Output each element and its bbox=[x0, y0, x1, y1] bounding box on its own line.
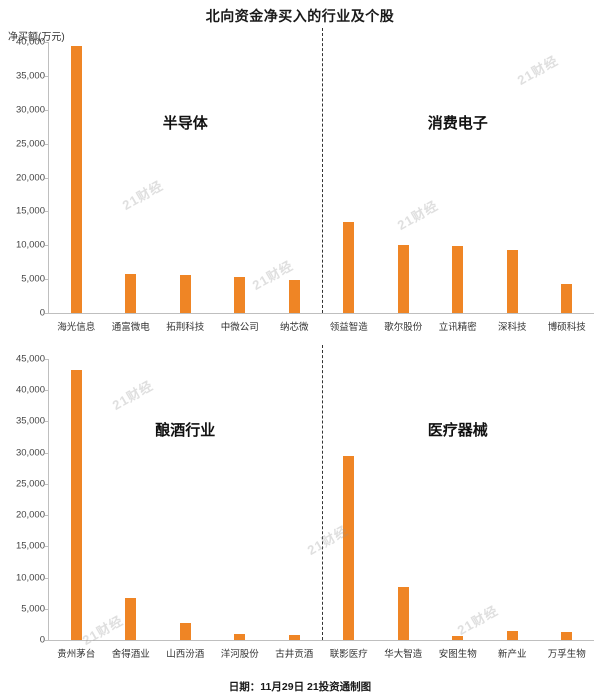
x-axis-tick-label: 联影医疗 bbox=[329, 649, 368, 660]
y-axis-tick-mark bbox=[45, 143, 49, 145]
x-axis-tick-label: 立讯精密 bbox=[438, 322, 477, 333]
y-axis-tick-label: 35,000 bbox=[15, 70, 45, 82]
y-axis-tick-label: 10,000 bbox=[15, 239, 45, 251]
y-axis-tick-label: 0 bbox=[39, 307, 45, 319]
group-divider bbox=[321, 28, 323, 313]
y-axis-tick-label: 5,000 bbox=[21, 273, 45, 285]
bar bbox=[179, 274, 191, 313]
y-axis-tick-label: 15,000 bbox=[15, 540, 45, 552]
y-axis-unit-top: 净买额(万元) bbox=[8, 32, 65, 43]
bar bbox=[179, 623, 191, 640]
y-axis-tick-mark bbox=[45, 483, 49, 485]
bar bbox=[397, 587, 409, 640]
group-divider bbox=[321, 345, 323, 640]
bar bbox=[343, 456, 355, 640]
x-axis-tick-label: 古井贡酒 bbox=[275, 649, 314, 660]
bar bbox=[561, 284, 573, 313]
x-axis-tick-label: 新产业 bbox=[497, 649, 527, 660]
y-axis-tick-mark bbox=[45, 109, 49, 111]
y-axis-tick-label: 5,000 bbox=[21, 603, 45, 615]
x-axis-tick-label: 洋河股份 bbox=[220, 649, 259, 660]
x-axis-tick-label: 华大智造 bbox=[384, 649, 423, 660]
y-axis-tick-mark bbox=[45, 279, 49, 281]
y-axis-tick-label: 35,000 bbox=[15, 415, 45, 427]
bar bbox=[343, 221, 355, 313]
chart-panel-bottom: 0 5,000 10,000 15,000 20,000 25,000 30,000 35,0… bbox=[0, 345, 600, 675]
y-axis-tick-mark bbox=[45, 313, 49, 314]
x-axis-tick-label: 通富微电 bbox=[111, 322, 150, 333]
y-axis-tick-label: 25,000 bbox=[15, 478, 45, 490]
y-axis-tick-label: 45,000 bbox=[15, 353, 45, 365]
footer-caption: 日期：11月29日 21投资通制图 bbox=[228, 681, 372, 693]
bar bbox=[125, 274, 137, 313]
y-axis-tick-mark bbox=[45, 421, 49, 423]
y-axis-tick-label: 20,000 bbox=[15, 172, 45, 183]
y-axis-tick-label: 25,000 bbox=[15, 138, 45, 150]
x-axis-tick-label: 安图生物 bbox=[438, 649, 477, 660]
y-axis-tick-mark bbox=[45, 177, 49, 179]
plot-area-bottom: 0 5,000 10,000 15,000 20,000 25,000 30,000 35,0… bbox=[16, 345, 594, 660]
x-axis-tick-label: 领益智造 bbox=[329, 322, 368, 333]
bar bbox=[288, 280, 300, 313]
bar bbox=[288, 635, 300, 640]
y-axis-tick-mark bbox=[45, 546, 49, 548]
y-axis-tick-label: 10,000 bbox=[15, 572, 45, 584]
y-axis-tick-mark bbox=[45, 577, 49, 579]
bar bbox=[70, 369, 82, 640]
y-axis-tick-mark bbox=[45, 42, 49, 43]
x-axis-tick-label: 深科技 bbox=[497, 322, 527, 333]
y-axis-tick-label: 40,000 bbox=[15, 36, 45, 48]
y-axis-tick-label: 30,000 bbox=[15, 104, 45, 116]
page-title: 北向资金净买入的行业及个股 bbox=[205, 8, 395, 24]
bar bbox=[70, 46, 82, 313]
y-axis-tick-label: 15,000 bbox=[15, 205, 45, 217]
y-axis-tick-mark bbox=[45, 390, 49, 392]
x-axis-tick-label: 舍得酒业 bbox=[111, 649, 150, 660]
bar bbox=[506, 631, 518, 640]
bar bbox=[452, 635, 464, 640]
y-axis-tick-label: 30,000 bbox=[15, 447, 45, 459]
y-axis-tick-mark bbox=[45, 515, 49, 517]
bar bbox=[397, 244, 409, 313]
x-axis-tick-label: 海光信息 bbox=[57, 322, 96, 333]
x-axis-tick-label: 拓荆科技 bbox=[166, 322, 205, 333]
y-axis-tick-mark bbox=[45, 452, 49, 454]
x-axis-tick-label: 中微公司 bbox=[220, 322, 259, 333]
bar bbox=[234, 276, 246, 313]
bar bbox=[125, 598, 137, 640]
group-label: 酿酒行业 bbox=[155, 422, 216, 439]
y-axis-tick-mark bbox=[45, 608, 49, 610]
y-axis-tick-label: 0 bbox=[39, 634, 45, 646]
x-axis-tick-label: 纳芯微 bbox=[279, 322, 309, 333]
bar bbox=[561, 632, 573, 640]
x-axis-tick-label: 万孚生物 bbox=[547, 649, 586, 660]
x-axis-tick-label: 博硕科技 bbox=[547, 322, 586, 333]
y-axis-tick-label: 40,000 bbox=[15, 384, 45, 396]
y-axis-tick-mark bbox=[45, 245, 49, 247]
bar bbox=[452, 246, 464, 313]
group-label: 半导体 bbox=[162, 115, 208, 132]
group-label: 医疗器械 bbox=[427, 422, 488, 439]
group-label: 消费电子 bbox=[427, 115, 488, 132]
chart-panel-top: 净买额(万元) 0 5,000 10,000 15,000 20,000 25,000 30… bbox=[0, 28, 600, 348]
y-axis-tick-mark bbox=[45, 359, 49, 360]
x-axis-tick-label: 山西汾酒 bbox=[166, 649, 205, 660]
bar bbox=[234, 634, 246, 640]
plot-area-top: 0 5,000 10,000 15,000 20,000 25,000 30,000 35,0… bbox=[16, 28, 594, 333]
y-axis-tick-label: 20,000 bbox=[15, 509, 45, 521]
y-axis-tick-mark bbox=[45, 211, 49, 213]
y-axis-tick-mark bbox=[45, 75, 49, 77]
bar bbox=[506, 250, 518, 313]
y-axis-tick-mark bbox=[45, 640, 49, 641]
x-axis-tick-label: 歌尔股份 bbox=[384, 322, 423, 333]
x-axis-tick-label: 贵州茅台 bbox=[57, 649, 96, 660]
